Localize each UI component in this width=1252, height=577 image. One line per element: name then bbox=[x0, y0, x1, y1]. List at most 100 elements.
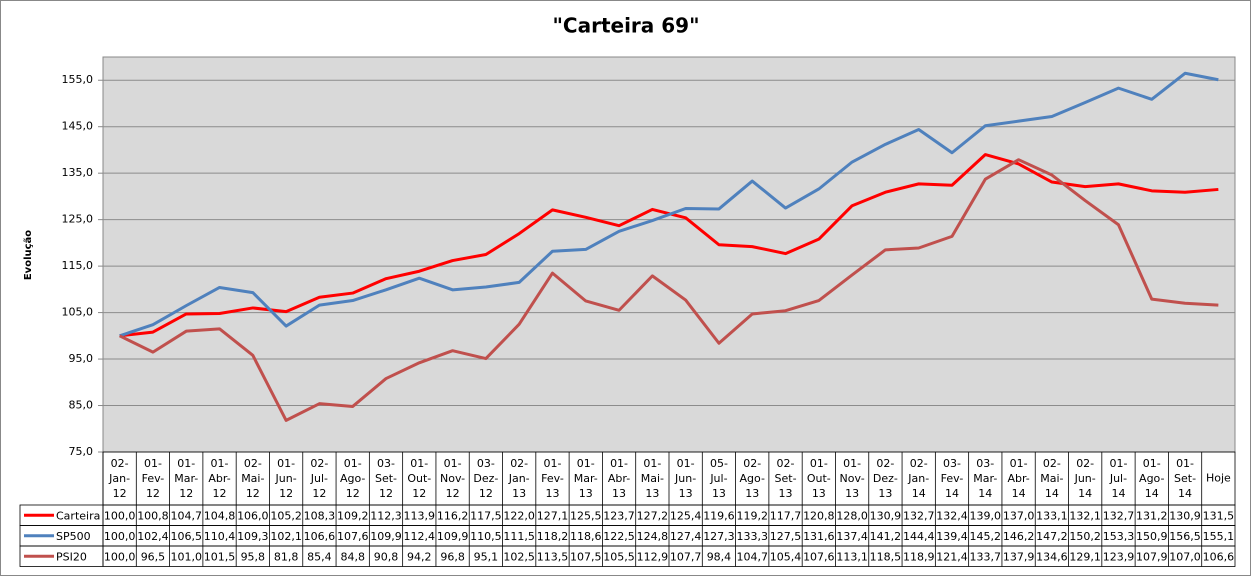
table-value: 150,9 bbox=[1136, 530, 1168, 543]
x-tick-label: 01-Jul-14 bbox=[1109, 457, 1128, 500]
table-value: 125,5 bbox=[570, 509, 602, 522]
table-value: 109,9 bbox=[370, 530, 402, 543]
table-value: 94,2 bbox=[407, 550, 432, 563]
x-tick-label: 02-Ago-13 bbox=[740, 457, 765, 500]
table-value: 100,8 bbox=[137, 509, 169, 522]
table-value: 100,0 bbox=[104, 509, 136, 522]
legend-label: Carteira bbox=[56, 509, 100, 522]
table-value: 133,3 bbox=[736, 530, 768, 543]
x-tick-label: 01-Mar-13 bbox=[574, 457, 598, 500]
table-value: 108,3 bbox=[304, 509, 336, 522]
table-value: 109,9 bbox=[437, 530, 469, 543]
x-tick-label: 02-Jul-12 bbox=[310, 457, 329, 500]
table-value: 98,4 bbox=[707, 550, 732, 563]
table-value: 81,8 bbox=[274, 550, 299, 563]
table-value: 119,2 bbox=[736, 509, 768, 522]
table-value: 100,0 bbox=[104, 550, 136, 563]
table-value: 106,6 bbox=[304, 530, 336, 543]
x-tick-label: 03-Set-12 bbox=[375, 457, 397, 500]
table-value: 137,4 bbox=[836, 530, 868, 543]
legend-label: SP500 bbox=[56, 530, 91, 543]
table-value: 122,5 bbox=[603, 530, 635, 543]
table-value: 127,1 bbox=[537, 509, 569, 522]
table-value: 125,4 bbox=[670, 509, 702, 522]
table-value: 121,4 bbox=[936, 550, 968, 563]
table-value: 104,7 bbox=[170, 509, 202, 522]
table-value: 129,1 bbox=[1069, 550, 1101, 563]
y-tick-label: 135,0 bbox=[62, 166, 94, 179]
y-tick-label: 155,0 bbox=[62, 73, 94, 86]
x-tick-label: 01-Mai-13 bbox=[641, 457, 664, 500]
x-tick-label: 03-Dez-12 bbox=[473, 457, 498, 500]
table-value: 110,5 bbox=[470, 530, 502, 543]
table-value: 112,9 bbox=[637, 550, 669, 563]
table-value: 128,0 bbox=[836, 509, 868, 522]
table-value: 107,5 bbox=[570, 550, 602, 563]
table-value: 113,9 bbox=[404, 509, 436, 522]
table-value: 130,9 bbox=[870, 509, 902, 522]
legend-label: PSI20 bbox=[56, 550, 87, 563]
table-value: 134,6 bbox=[1036, 550, 1068, 563]
table-value: 112,3 bbox=[370, 509, 402, 522]
table-value: 95,1 bbox=[474, 550, 499, 563]
x-tick-label: 01-Jun-13 bbox=[674, 457, 696, 500]
table-value: 131,2 bbox=[1136, 509, 1168, 522]
table-value: 109,3 bbox=[237, 530, 269, 543]
x-tick-label: 01-Out-13 bbox=[807, 457, 831, 500]
table-value: 144,4 bbox=[903, 530, 935, 543]
x-tick-label: 01-Abr-12 bbox=[208, 457, 230, 500]
table-value: 107,9 bbox=[1136, 550, 1168, 563]
table-value: 147,2 bbox=[1036, 530, 1068, 543]
x-tick-label: 02-Dez-13 bbox=[873, 457, 898, 500]
table-value: 95,8 bbox=[241, 550, 266, 563]
x-tick-label: 01-Fev-13 bbox=[541, 457, 564, 500]
series-line bbox=[118, 158, 1219, 422]
table-value: 127,3 bbox=[703, 530, 735, 543]
y-tick-label: 105,0 bbox=[62, 306, 94, 319]
table-value: 104,7 bbox=[736, 550, 768, 563]
table-value: 106,6 bbox=[1203, 550, 1235, 563]
y-tick-label: 85,0 bbox=[69, 399, 94, 412]
table-value: 118,6 bbox=[570, 530, 602, 543]
table-value: 100,0 bbox=[104, 530, 136, 543]
x-tick-label: 01-Ago-14 bbox=[1139, 457, 1164, 500]
table-value: 107,6 bbox=[803, 550, 835, 563]
table-value: 118,9 bbox=[903, 550, 935, 563]
x-tick-label: 01-Abr-13 bbox=[608, 457, 630, 500]
table-value: 101,5 bbox=[204, 550, 236, 563]
table-value: 137,9 bbox=[1003, 550, 1035, 563]
table-value: 107,7 bbox=[670, 550, 702, 563]
series-line bbox=[119, 71, 1219, 338]
table-value: 117,5 bbox=[470, 509, 502, 522]
table-value: 156,5 bbox=[1169, 530, 1201, 543]
table-value: 90,8 bbox=[374, 550, 399, 563]
x-tick-label: 02-Jan-12 bbox=[108, 457, 130, 500]
table-value: 102,1 bbox=[270, 530, 302, 543]
x-tick-label: 01-Ago-12 bbox=[340, 457, 365, 500]
table-value: 104,8 bbox=[204, 509, 236, 522]
x-tick-label: 01-Out-12 bbox=[407, 457, 431, 500]
table-value: 107,0 bbox=[1169, 550, 1201, 563]
table-value: 106,0 bbox=[237, 509, 269, 522]
y-tick-label: 75,0 bbox=[69, 445, 94, 458]
table-value: 106,5 bbox=[170, 530, 202, 543]
x-tick-label: 01-Jun-12 bbox=[275, 457, 297, 500]
table-value: 131,5 bbox=[1203, 509, 1235, 522]
table-value: 139,0 bbox=[970, 509, 1002, 522]
table-value: 105,2 bbox=[270, 509, 302, 522]
table-value: 101,0 bbox=[170, 550, 202, 563]
table-value: 155,1 bbox=[1203, 530, 1235, 543]
table-value: 110,4 bbox=[204, 530, 236, 543]
table-value: 96,5 bbox=[141, 550, 166, 563]
table-value: 131,6 bbox=[803, 530, 835, 543]
table-value: 107,6 bbox=[337, 530, 369, 543]
x-tick-label: 02-Jan-14 bbox=[907, 457, 929, 500]
table-value: 139,4 bbox=[936, 530, 968, 543]
table-value: 109,2 bbox=[337, 509, 369, 522]
x-tick-label: 02-Jan-13 bbox=[508, 457, 530, 500]
x-tick-label: 03-Fev-14 bbox=[941, 457, 964, 500]
table-value: 132,1 bbox=[1069, 509, 1101, 522]
table-value: 102,5 bbox=[503, 550, 535, 563]
table-value: 105,5 bbox=[603, 550, 635, 563]
x-tick-label: 02-Mai-12 bbox=[241, 457, 264, 500]
